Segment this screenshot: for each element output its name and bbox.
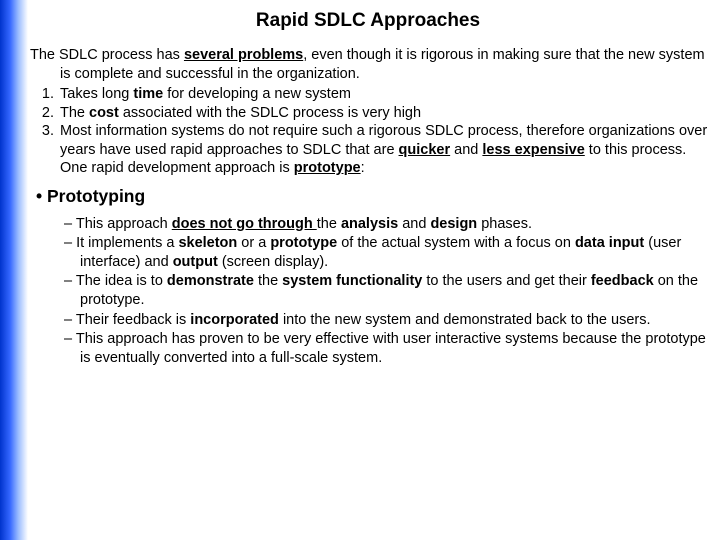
text: to the users and get their bbox=[422, 273, 590, 289]
bold-text: incorporated bbox=[190, 312, 279, 328]
bold-underline: prototype bbox=[294, 160, 361, 176]
bold-text: feedback bbox=[591, 273, 654, 289]
left-gradient-bar bbox=[0, 0, 28, 540]
text: or a bbox=[237, 235, 270, 251]
text: into the new system and demonstrated bac… bbox=[279, 312, 651, 328]
intro-bold: several problems bbox=[184, 47, 303, 63]
text: for developing a new system bbox=[163, 86, 351, 102]
bold-text: system functionality bbox=[282, 273, 422, 289]
problem-item: Takes long time for developing a new sys… bbox=[58, 85, 708, 104]
text: : bbox=[361, 160, 365, 176]
bold-text: time bbox=[133, 86, 163, 102]
text: phases. bbox=[477, 216, 532, 232]
subpoint-item: This approach does not go through the an… bbox=[64, 215, 708, 234]
text: The idea is to bbox=[76, 273, 167, 289]
intro-pre: The SDLC process has bbox=[30, 47, 184, 63]
text: and bbox=[398, 216, 430, 232]
text: Takes long bbox=[60, 86, 133, 102]
intro-paragraph: The SDLC process has several problems, e… bbox=[30, 46, 708, 83]
text: The bbox=[60, 105, 89, 121]
prototyping-section: Prototyping This approach does not go th… bbox=[36, 186, 708, 367]
problem-item: The cost associated with the SDLC proces… bbox=[58, 104, 708, 123]
text: It implements a bbox=[76, 235, 178, 251]
text: and bbox=[450, 142, 482, 158]
bold-text: analysis bbox=[341, 216, 398, 232]
bold-text: demonstrate bbox=[167, 273, 254, 289]
bold-text: prototype bbox=[270, 235, 337, 251]
bold-text: data input bbox=[575, 235, 644, 251]
prototyping-heading: Prototyping bbox=[36, 186, 708, 207]
bold-text: skeleton bbox=[178, 235, 237, 251]
subpoint-item: The idea is to demonstrate the system fu… bbox=[64, 272, 708, 309]
bold-text: output bbox=[173, 254, 218, 270]
text: of the actual system with a focus on bbox=[337, 235, 575, 251]
text: This approach bbox=[76, 216, 172, 232]
text: This approach has proven to be very effe… bbox=[76, 331, 706, 366]
bold-underline: does not go through bbox=[172, 216, 317, 232]
bold-underline: quicker bbox=[399, 142, 451, 158]
text: (screen display). bbox=[218, 254, 328, 270]
bold-underline: less expensive bbox=[482, 142, 584, 158]
problems-list: Takes long time for developing a new sys… bbox=[58, 85, 708, 178]
slide-title: Rapid SDLC Approaches bbox=[28, 10, 708, 32]
problem-item: Most information systems do not require … bbox=[58, 122, 708, 178]
subpoint-item: This approach has proven to be very effe… bbox=[64, 330, 708, 367]
slide-content: Rapid SDLC Approaches The SDLC process h… bbox=[28, 0, 720, 368]
bold-text: design bbox=[430, 216, 477, 232]
text: the bbox=[254, 273, 282, 289]
text: the bbox=[317, 216, 341, 232]
text: associated with the SDLC process is very… bbox=[119, 105, 421, 121]
subpoint-item: It implements a skeleton or a prototype … bbox=[64, 234, 708, 271]
subpoints-list: This approach does not go through the an… bbox=[64, 215, 708, 367]
text: Their feedback is bbox=[76, 312, 190, 328]
bold-text: cost bbox=[89, 105, 119, 121]
subpoint-item: Their feedback is incorporated into the … bbox=[64, 311, 708, 330]
